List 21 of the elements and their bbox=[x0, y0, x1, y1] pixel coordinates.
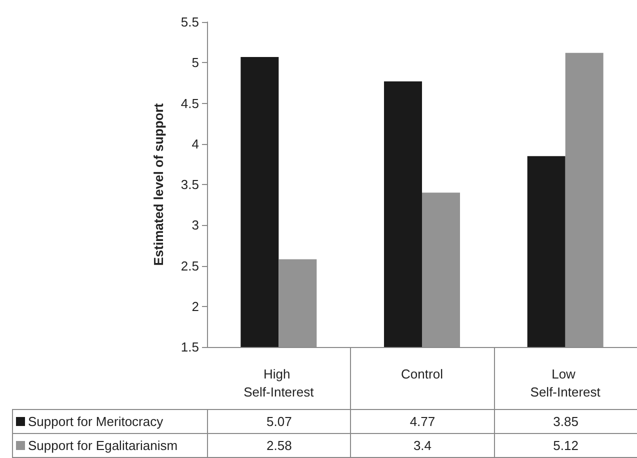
legend-label: Support for Meritocracy bbox=[12, 409, 207, 434]
x-tick-label: Low Self-Interest bbox=[530, 366, 601, 400]
data-label: 3.4 bbox=[350, 434, 494, 458]
data-label: 3.85 bbox=[494, 410, 637, 434]
legend-label: Support for Egalitarianism bbox=[12, 434, 207, 458]
data-label: 5.07 bbox=[207, 410, 350, 434]
data-label: 2.58 bbox=[207, 434, 350, 458]
y-tick-label: 5.5 bbox=[180, 14, 199, 30]
y-tick-label: 4.5 bbox=[180, 96, 199, 111]
y-tick-label: 3.5 bbox=[180, 177, 199, 192]
x-tick-label: Control bbox=[401, 366, 444, 382]
y-tick-label: 5 bbox=[192, 55, 199, 70]
y-tick-label: 2 bbox=[192, 298, 199, 314]
data-label: 5.12 bbox=[494, 434, 637, 458]
y-axis-title: Estimated level of support bbox=[151, 102, 166, 266]
y-tick-label: 2.5 bbox=[180, 258, 199, 274]
x-tick-label: High Self-Interest bbox=[244, 366, 314, 400]
y-tick-label: 4 bbox=[192, 136, 199, 152]
y-tick-label: 1.5 bbox=[180, 340, 199, 354]
y-tick-label: 3 bbox=[192, 218, 199, 233]
data-label: 4.77 bbox=[350, 410, 494, 434]
